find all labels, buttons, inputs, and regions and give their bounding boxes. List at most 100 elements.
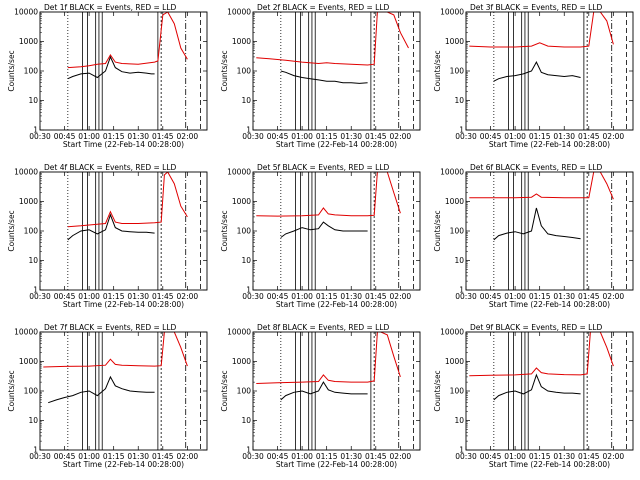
x-tick-label: 01:30 xyxy=(553,292,575,301)
series-line-lld xyxy=(469,172,614,200)
series-group xyxy=(469,172,614,241)
x-tick-label: 01:15 xyxy=(529,452,551,461)
x-tick-label: 01:00 xyxy=(291,132,313,141)
panel-title: Det 7f BLACK = Events, RED = LLD xyxy=(44,323,177,332)
x-tick-label: 00:30 xyxy=(242,292,264,301)
x-axis-label: Start Time (22-Feb-14 00:28:00) xyxy=(63,300,184,309)
y-tick-label: 10000 xyxy=(14,328,38,337)
x-tick-label: 01:15 xyxy=(103,132,125,141)
series-line-events xyxy=(493,61,581,82)
y-tick-label: 1 xyxy=(246,286,251,295)
y-tick-label: 1000 xyxy=(232,197,251,206)
x-tick-label: 01:15 xyxy=(529,292,551,301)
y-tick-label: 100 xyxy=(24,227,39,236)
x-tick-label: 00:30 xyxy=(455,292,477,301)
y-tick-label: 10000 xyxy=(440,8,464,17)
y-tick-label: 10 xyxy=(454,96,464,105)
x-tick-label: 01:00 xyxy=(504,132,526,141)
x-tick-label: 00:45 xyxy=(54,292,76,301)
series-line-lld xyxy=(67,12,188,69)
y-tick-label: 10 xyxy=(28,416,38,425)
plot-frame xyxy=(252,171,421,291)
y-tick-label: 1 xyxy=(33,126,38,135)
plot-frame xyxy=(39,11,208,131)
y-tick-label: 1 xyxy=(459,446,464,455)
y-axis-label: Counts/sec xyxy=(220,370,229,411)
x-axis-label: Start Time (22-Feb-14 00:28:00) xyxy=(489,140,610,149)
x-axis-label: Start Time (22-Feb-14 00:28:00) xyxy=(489,460,610,469)
x-tick-label: 00:45 xyxy=(480,132,502,141)
y-tick-label: 10000 xyxy=(440,328,464,337)
x-tick-label: 00:45 xyxy=(480,292,502,301)
y-tick-label: 1 xyxy=(33,286,38,295)
detector-panel-4: Det 4f BLACK = Events, RED = LLD 1 10 100 10… xyxy=(7,163,208,309)
y-axis-label: Counts/sec xyxy=(433,370,442,411)
y-tick-label: 100 xyxy=(24,67,39,76)
x-tick-label: 00:45 xyxy=(267,452,289,461)
plot-frame xyxy=(465,11,634,131)
y-axis-label: Counts/sec xyxy=(7,50,16,91)
x-tick-label: 01:15 xyxy=(529,132,551,141)
series-group xyxy=(256,172,401,238)
series-line-lld xyxy=(256,12,409,66)
y-tick-label: 1 xyxy=(246,446,251,455)
plot-frame xyxy=(465,171,634,291)
y-tick-label: 100 xyxy=(24,387,39,396)
y-tick-label: 10 xyxy=(241,96,251,105)
x-tick-label: 01:30 xyxy=(340,452,362,461)
y-axis-label: Counts/sec xyxy=(433,50,442,91)
series-line-lld xyxy=(43,332,188,368)
x-tick-label: 01:45 xyxy=(152,292,174,301)
y-tick-label: 100 xyxy=(237,387,252,396)
x-tick-label: 01:00 xyxy=(78,452,100,461)
series-group xyxy=(67,172,188,241)
y-tick-label: 1 xyxy=(246,126,251,135)
x-tick-label: 01:30 xyxy=(127,452,149,461)
x-tick-label: 00:30 xyxy=(242,452,264,461)
x-tick-label: 01:45 xyxy=(365,452,387,461)
x-tick-label: 00:45 xyxy=(480,452,502,461)
x-tick-label: 01:00 xyxy=(78,292,100,301)
series-line-lld xyxy=(67,172,188,228)
y-axis-label: Counts/sec xyxy=(7,370,16,411)
x-tick-label: 00:30 xyxy=(29,452,51,461)
y-tick-label: 100 xyxy=(450,227,465,236)
x-tick-label: 01:45 xyxy=(578,292,600,301)
series-line-events xyxy=(67,55,155,80)
y-tick-label: 10 xyxy=(28,256,38,265)
panel-title: Det 5f BLACK = Events, RED = LLD xyxy=(257,163,390,172)
detector-panel-1: Det 1f BLACK = Events, RED = LLD 1 10 100 10… xyxy=(7,3,208,149)
y-tick-label: 100 xyxy=(237,67,252,76)
y-tick-label: 1000 xyxy=(232,357,251,366)
y-tick-label: 10000 xyxy=(227,168,251,177)
x-tick-label: 01:00 xyxy=(291,292,313,301)
plot-frame xyxy=(465,331,634,451)
x-axis-label: Start Time (22-Feb-14 00:28:00) xyxy=(276,460,397,469)
x-tick-label: 02:00 xyxy=(390,132,412,141)
x-tick-label: 01:45 xyxy=(578,452,600,461)
y-tick-label: 10 xyxy=(454,416,464,425)
series-group xyxy=(256,332,401,401)
x-tick-label: 00:30 xyxy=(455,452,477,461)
y-axis-label: Counts/sec xyxy=(433,210,442,251)
panel-title: Det 4f BLACK = Events, RED = LLD xyxy=(44,163,177,172)
y-tick-label: 1000 xyxy=(445,357,464,366)
series-line-events xyxy=(280,221,368,238)
series-line-lld xyxy=(469,12,614,48)
x-axis-label: Start Time (22-Feb-14 00:28:00) xyxy=(276,300,397,309)
x-tick-label: 01:15 xyxy=(103,452,125,461)
y-axis-label: Counts/sec xyxy=(220,210,229,251)
y-tick-label: 10000 xyxy=(440,168,464,177)
y-tick-label: 1000 xyxy=(19,197,38,206)
y-tick-label: 10 xyxy=(241,256,251,265)
x-tick-label: 00:45 xyxy=(54,452,76,461)
x-tick-label: 02:00 xyxy=(390,452,412,461)
y-tick-label: 1 xyxy=(459,126,464,135)
x-tick-label: 01:45 xyxy=(365,292,387,301)
x-tick-label: 00:45 xyxy=(54,132,76,141)
series-line-events xyxy=(280,381,368,401)
x-tick-label: 01:15 xyxy=(316,132,338,141)
detector-panel-2: Det 2f BLACK = Events, RED = LLD 1 10 100 10… xyxy=(220,3,421,149)
x-tick-label: 01:15 xyxy=(316,292,338,301)
